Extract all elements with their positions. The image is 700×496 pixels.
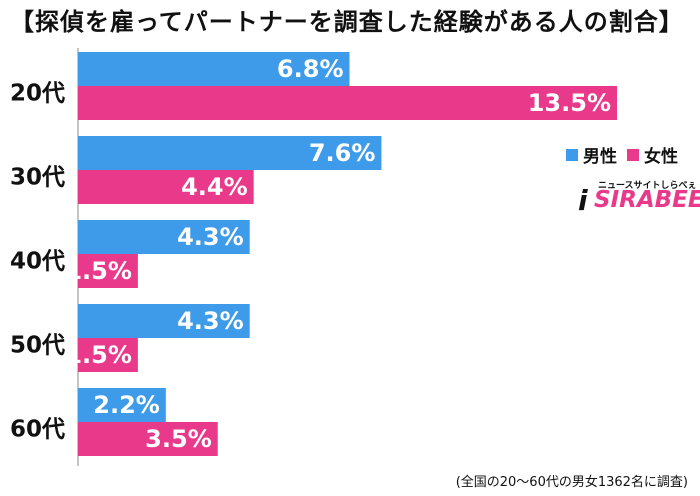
bar-male-3 [78,304,250,338]
data-label-female-3: 1.5% [65,341,132,369]
category-label-4: 60代 [10,417,65,443]
category-label-1: 30代 [10,165,65,191]
data-label-male-4: 2.2% [93,391,160,419]
legend-label-female: 女性 [644,147,678,167]
legend-label-male: 男性 [583,147,617,167]
category-label-0: 20代 [10,81,65,107]
logo-brand: SIRABEE [594,187,700,213]
data-label-male-2: 4.3% [177,223,244,251]
data-label-female-4: 3.5% [145,425,212,453]
data-label-female-0: 13.5% [528,89,611,117]
bar-female-0 [78,86,617,120]
survey-note: (全国の20〜60代の男女1362名に調査) [455,475,688,490]
bar-female-3 [78,338,138,372]
legend-item-male: 男性 [566,142,617,167]
bar-male-4 [78,388,166,422]
category-label-2: 40代 [10,249,65,275]
data-label-female-1: 4.4% [181,173,248,201]
legend-swatch-male [566,148,578,161]
data-label-female-2: 1.5% [65,257,132,285]
sirabee-logo: i ニュースサイトしらべぇ SIRABEE [578,178,700,217]
bar-female-1 [78,170,254,204]
bar-male-0 [78,52,350,86]
legend-item-female: 女性 [627,142,678,167]
logo-mark: i [578,184,588,217]
data-label-male-1: 7.6% [309,139,376,167]
data-label-male-0: 6.8% [277,55,344,83]
bar-male-1 [78,136,382,170]
legend-swatch-female [627,148,639,161]
bar-female-4 [78,422,218,456]
category-label-3: 50代 [10,333,65,359]
logo-tagline: ニュースサイトしらべぇ [598,181,697,191]
legend: 男性 女性 [566,142,678,167]
bar-female-2 [78,254,138,288]
bar-male-2 [78,220,250,254]
chart-title: 【探偵を雇ってパートナーを調査した経験がある人の割合】 [10,8,684,36]
data-label-male-3: 4.3% [177,307,244,335]
